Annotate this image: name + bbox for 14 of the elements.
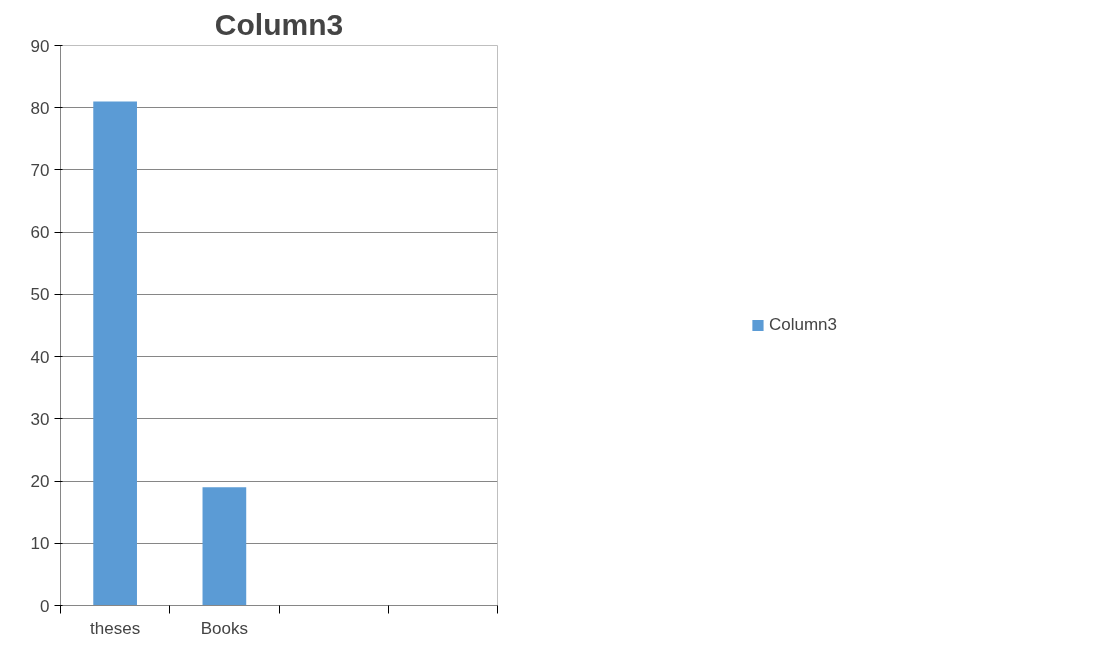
y-tick-label: 20 [30,472,50,492]
chart-title: Column3 [214,7,344,41]
y-tick-label: 70 [30,160,50,180]
y-tick-label: 30 [30,409,50,429]
legend-label: Column3 [768,315,838,335]
x-tick-label: theses [90,618,141,638]
y-tick-label: 50 [30,285,50,305]
y-tick-label: 60 [30,223,50,243]
x-tick-label: Books [200,618,248,638]
y-tick-label: 10 [30,534,50,554]
y-tick-label: 0 [40,596,50,616]
y-tick-label: 80 [30,98,50,118]
y-tick-label: 40 [30,347,50,367]
y-tick-label: 90 [30,36,50,56]
